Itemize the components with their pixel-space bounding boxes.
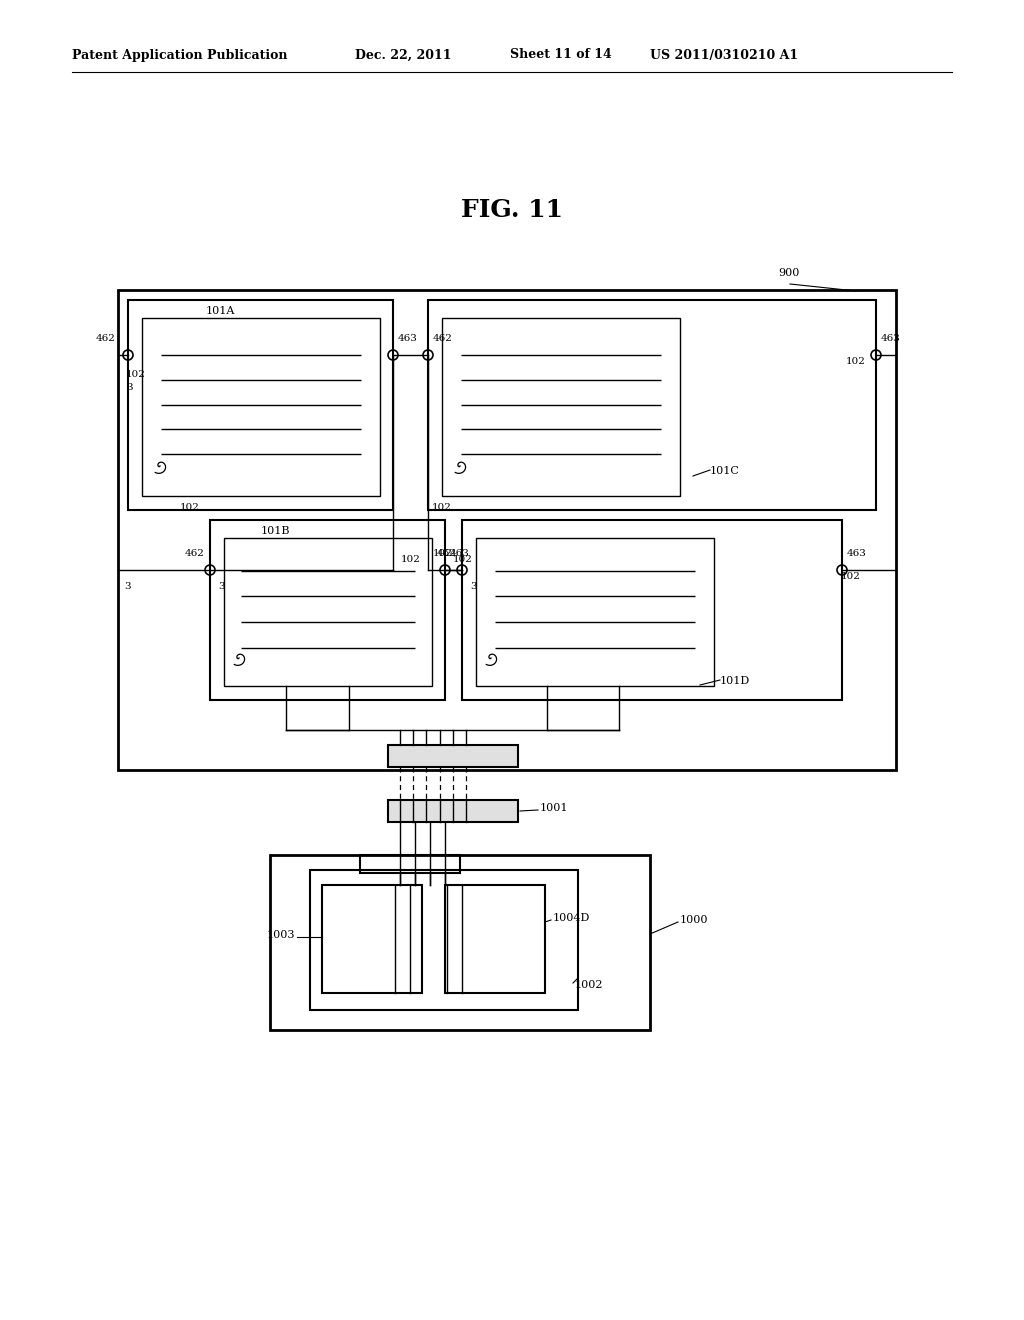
Text: 1001: 1001 — [540, 803, 568, 813]
Text: 3: 3 — [126, 383, 133, 392]
Bar — [360, 855, 460, 873]
Bar — [388, 744, 518, 767]
Text: 1003: 1003 — [266, 931, 295, 940]
Bar — [270, 855, 650, 1030]
Text: 3: 3 — [218, 582, 224, 591]
Text: 102: 102 — [432, 503, 452, 512]
Text: 102: 102 — [126, 370, 145, 379]
Text: 900: 900 — [778, 268, 800, 279]
Text: 1002: 1002 — [575, 979, 603, 990]
Text: 102: 102 — [180, 503, 200, 512]
Text: 102: 102 — [453, 554, 473, 564]
Text: 102: 102 — [846, 356, 866, 366]
Bar — [310, 870, 578, 1010]
Text: 1000: 1000 — [680, 915, 709, 925]
Bar — [322, 884, 422, 993]
Text: 101B: 101B — [260, 525, 290, 536]
Text: 463: 463 — [450, 549, 470, 558]
Bar — [224, 539, 432, 686]
Text: Patent Application Publication: Patent Application Publication — [72, 49, 288, 62]
Bar — [210, 520, 445, 700]
Bar — [462, 520, 842, 700]
Bar — [445, 884, 545, 993]
Text: 102: 102 — [433, 549, 453, 558]
Bar — [476, 539, 714, 686]
Bar — [388, 800, 518, 822]
Text: 3: 3 — [124, 582, 131, 591]
Text: Sheet 11 of 14: Sheet 11 of 14 — [510, 49, 611, 62]
Text: 101D: 101D — [720, 676, 751, 686]
Text: 101A: 101A — [206, 306, 234, 315]
Bar — [142, 318, 380, 496]
Text: 463: 463 — [847, 549, 867, 558]
Text: 102: 102 — [401, 554, 421, 564]
Bar — [128, 300, 393, 510]
Text: 462: 462 — [96, 334, 116, 343]
Text: 462: 462 — [437, 549, 457, 558]
Text: 462: 462 — [185, 549, 205, 558]
Text: 3: 3 — [470, 582, 476, 591]
Text: 1004D: 1004D — [553, 913, 591, 923]
Bar — [118, 290, 896, 770]
Text: 463: 463 — [881, 334, 901, 343]
Text: Dec. 22, 2011: Dec. 22, 2011 — [355, 49, 452, 62]
Text: US 2011/0310210 A1: US 2011/0310210 A1 — [650, 49, 798, 62]
Text: 463: 463 — [398, 334, 418, 343]
Text: 462: 462 — [433, 334, 453, 343]
Text: 102: 102 — [841, 572, 861, 581]
Bar — [442, 318, 680, 496]
Bar — [428, 300, 876, 510]
Text: FIG. 11: FIG. 11 — [461, 198, 563, 222]
Text: 101C: 101C — [710, 466, 740, 477]
